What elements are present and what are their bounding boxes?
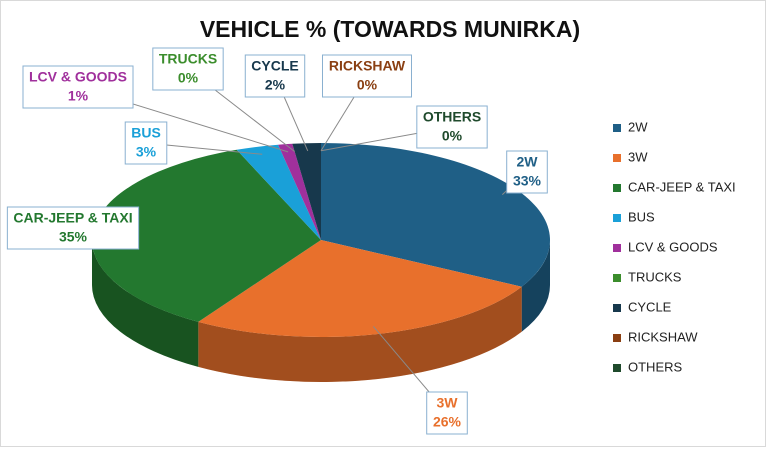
- legend-swatch: [613, 274, 621, 282]
- legend-swatch: [613, 334, 621, 342]
- slice: [278, 143, 321, 240]
- side-walls: [92, 240, 550, 382]
- label-value: 0%: [178, 70, 199, 86]
- slice: [321, 143, 550, 287]
- label-box: [416, 105, 488, 149]
- label-box: [321, 54, 413, 98]
- slice: [91, 149, 321, 322]
- label-box: [152, 47, 224, 91]
- label-category: TRUCKS: [159, 51, 217, 67]
- label-value: 0%: [442, 128, 463, 144]
- data-label: CYCLE 2%: [244, 54, 306, 98]
- data-label: RICKSHAW 0%: [321, 54, 413, 98]
- slice-side: [521, 240, 550, 332]
- legend-label: OTHERS: [628, 359, 683, 374]
- label-value: 3%: [136, 144, 157, 160]
- chart-title: VEHICLE % (TOWARDS MUNIRKA): [200, 16, 580, 42]
- label-value: 1%: [68, 88, 89, 104]
- data-label: CAR-JEEP & TAXI 35%: [6, 206, 140, 250]
- legend-label: TRUCKS: [628, 269, 682, 284]
- label-box: [506, 150, 548, 194]
- label-box: [244, 54, 306, 98]
- legend-swatch: [613, 184, 621, 192]
- legend-label: LCV & GOODS: [628, 239, 718, 254]
- legend-swatch: [613, 214, 621, 222]
- label-category: 2W: [517, 154, 539, 170]
- label-category: CAR-JEEP & TAXI: [13, 210, 132, 226]
- label-box: [124, 121, 168, 165]
- legend-swatch: [613, 244, 621, 252]
- legend-swatch: [613, 364, 621, 372]
- label-category: 3W: [437, 395, 459, 411]
- slice-side-shade: [198, 286, 522, 382]
- label-value: 35%: [59, 229, 88, 245]
- data-label: LCV & GOODS 1%: [22, 65, 134, 109]
- label-category: RICKSHAW: [329, 58, 406, 74]
- label-value: 26%: [433, 414, 462, 430]
- legend-label: CYCLE: [628, 299, 672, 314]
- slice: [198, 240, 522, 338]
- label-value: 2%: [265, 77, 286, 93]
- slice-side-shade: [521, 240, 550, 332]
- label-category: OTHERS: [423, 109, 481, 125]
- slice-side-shade: [92, 240, 199, 367]
- legend-swatch: [613, 154, 621, 162]
- slice-side: [92, 240, 199, 367]
- label-box: [6, 206, 140, 250]
- slice: [292, 143, 321, 240]
- data-label: BUS 3%: [124, 121, 168, 165]
- data-label: TRUCKS 0%: [152, 47, 224, 91]
- label-category: BUS: [131, 125, 161, 141]
- legend-label: 2W: [628, 119, 648, 134]
- legend-label: CAR-JEEP & TAXI: [628, 179, 736, 194]
- label-value: 0%: [357, 77, 378, 93]
- slice: [236, 144, 321, 240]
- legend-label: BUS: [628, 209, 655, 224]
- slice-side: [198, 286, 522, 382]
- label-box: [22, 65, 134, 109]
- data-label: OTHERS 0%: [416, 105, 488, 149]
- legend-label: RICKSHAW: [628, 329, 698, 344]
- legend-swatch: [613, 124, 621, 132]
- legend-label: 3W: [628, 149, 648, 164]
- label-category: LCV & GOODS: [29, 69, 127, 85]
- label-box: [426, 391, 468, 435]
- legend-swatch: [613, 304, 621, 312]
- label-value: 33%: [513, 173, 542, 189]
- label-category: CYCLE: [251, 58, 298, 74]
